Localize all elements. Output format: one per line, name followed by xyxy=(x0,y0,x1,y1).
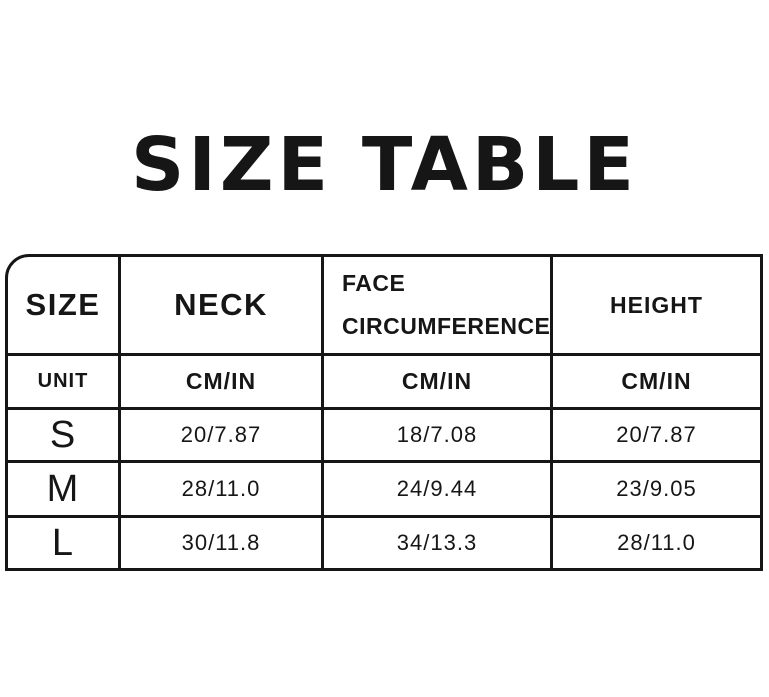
column-header-face-circumference: FACE CIRCUMFERENCE xyxy=(321,257,550,353)
unit-height: CM/IN xyxy=(550,353,760,407)
column-header-size: SIZE xyxy=(25,287,101,322)
unit-row-label: UNIT xyxy=(8,353,118,407)
page-title: SIZE TABLE xyxy=(131,122,638,208)
column-header-neck: NECK xyxy=(118,257,321,353)
unit-face-circumference: CM/IN xyxy=(321,353,550,407)
size-l-height-value: 28/11.0 xyxy=(550,515,760,568)
size-l-neck-value: 30/11.8 xyxy=(118,515,321,568)
size-s-label: S xyxy=(8,407,118,460)
size-l-face-value: 34/13.3 xyxy=(321,515,550,568)
size-m-neck-value: 28/11.0 xyxy=(118,460,321,515)
unit-neck: CM/IN xyxy=(118,353,321,407)
size-l-label: L xyxy=(8,515,118,568)
column-header-height: HEIGHT xyxy=(550,257,760,353)
size-s-height-value: 20/7.87 xyxy=(550,407,760,460)
size-m-height-value: 23/9.05 xyxy=(550,460,760,515)
size-s-neck-value: 20/7.87 xyxy=(118,407,321,460)
size-m-face-value: 24/9.44 xyxy=(321,460,550,515)
size-m-label: M xyxy=(8,460,118,515)
size-s-face-value: 18/7.08 xyxy=(321,407,550,460)
size-table: SIZE NECK FACE CIRCUMFERENCE HEIGHT UNIT… xyxy=(5,254,763,571)
